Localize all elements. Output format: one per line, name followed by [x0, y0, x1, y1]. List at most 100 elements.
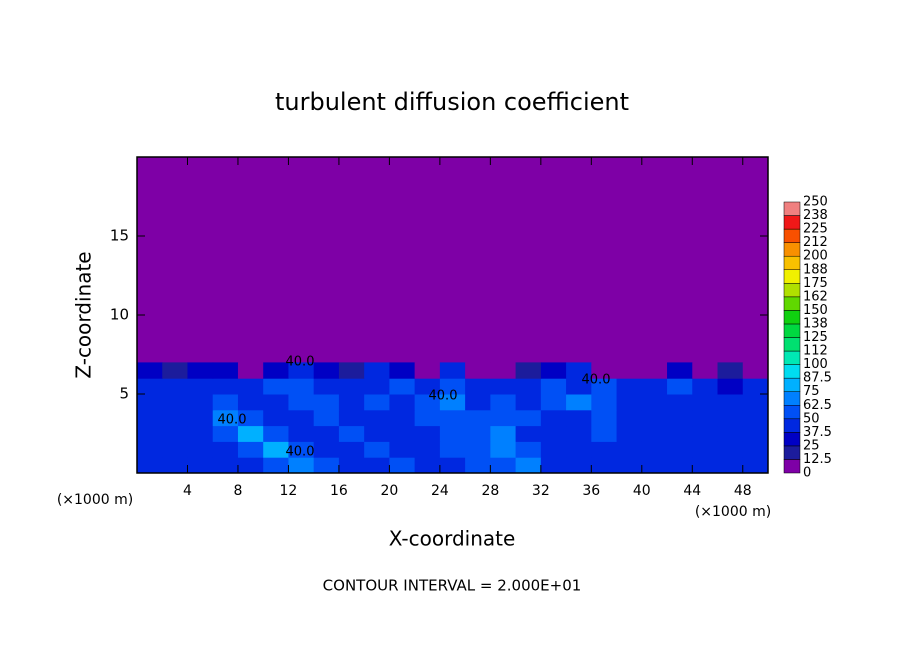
heat-cell	[439, 409, 466, 427]
heat-cell	[641, 409, 668, 427]
heat-cell	[187, 441, 214, 458]
heat-cell	[667, 378, 693, 395]
x-tick-label: 12	[280, 483, 298, 499]
heat-cell	[439, 378, 466, 395]
heat-cell	[515, 362, 542, 379]
heat-cell	[389, 362, 416, 379]
colorbar-label: 250	[803, 195, 828, 210]
heat-cell	[364, 394, 390, 411]
heat-cell	[313, 378, 340, 395]
heat-cell	[641, 394, 668, 411]
heat-cell	[187, 457, 214, 474]
heat-cell	[414, 409, 441, 427]
heat-cell	[137, 409, 163, 427]
heat-cell	[540, 362, 567, 379]
heat-cell	[237, 394, 264, 411]
heat-cell	[389, 409, 416, 427]
heat-cell	[566, 409, 592, 427]
heat-cell	[540, 409, 567, 427]
heat-cell	[237, 362, 264, 379]
x-unit: (×1000 m)	[695, 504, 771, 520]
heat-cell	[667, 394, 693, 411]
heat-cell	[414, 394, 441, 411]
colorbar-band	[783, 269, 801, 284]
heat-cell	[591, 378, 618, 395]
x-unit: (×1000 m)	[57, 492, 133, 508]
heat-cell	[515, 409, 542, 427]
heat-cell	[313, 362, 340, 379]
colorbar-band	[783, 228, 801, 243]
colorbar-label: 0	[803, 466, 811, 481]
heat-cell	[616, 457, 643, 474]
colorbar-band	[783, 242, 801, 257]
heat-cell	[667, 409, 693, 427]
heat-cell	[364, 378, 390, 395]
colorbar-label: 212	[803, 235, 828, 250]
heat-cell	[566, 441, 592, 458]
heat-cell	[717, 441, 744, 458]
x-tick-label: 36	[582, 483, 600, 499]
chart-title: turbulent diffusion coefficient	[275, 88, 629, 116]
heat-cell	[439, 394, 466, 411]
heat-cell	[717, 409, 744, 427]
heat-cell	[364, 441, 390, 458]
heat-cell	[717, 425, 744, 442]
heat-cell	[717, 378, 744, 395]
heat-cell	[717, 394, 744, 411]
colorbar-band	[783, 323, 801, 338]
colorbar-band	[783, 405, 801, 420]
heat-cell	[288, 409, 315, 427]
heat-cell	[540, 425, 567, 442]
heat-cell	[389, 378, 416, 395]
heat-cell	[288, 457, 315, 474]
x-tick-label: 48	[734, 483, 752, 499]
heat-cell	[212, 409, 239, 427]
heat-cell	[591, 394, 618, 411]
colorbar-band	[783, 445, 801, 460]
heat-cell	[692, 394, 719, 411]
heat-cell	[465, 394, 491, 411]
heat-cell	[692, 441, 719, 458]
heat-cell	[742, 362, 769, 379]
heat-cell	[591, 441, 618, 458]
heat-cell	[212, 378, 239, 395]
heat-cell	[187, 394, 214, 411]
heat-cell	[414, 425, 441, 442]
heat-cell	[414, 362, 441, 379]
heat-cell	[566, 378, 592, 395]
colorbar-label: 125	[803, 330, 828, 345]
heat-cell	[414, 441, 441, 458]
heat-cell	[212, 425, 239, 442]
heat-cell	[313, 441, 340, 458]
heat-cell	[742, 394, 769, 411]
heat-cell	[465, 362, 491, 379]
contour-label: 40.0	[286, 355, 315, 370]
heat-cell	[414, 378, 441, 395]
colorbar-band	[783, 283, 801, 298]
heat-cell	[641, 441, 668, 458]
colorbar-band	[783, 337, 801, 352]
heat-cell	[137, 378, 163, 395]
footer: CONTOUR INTERVAL = 2.000E+01	[323, 577, 582, 595]
colorbar-band	[783, 255, 801, 271]
heat-cell	[692, 362, 719, 379]
heat-cell	[742, 441, 769, 458]
heat-cell	[212, 441, 239, 458]
heat-cell	[389, 425, 416, 442]
heat-cell	[137, 457, 163, 474]
colorbar-label: 225	[803, 222, 828, 237]
heat-cell	[465, 441, 491, 458]
heat-cell	[742, 378, 769, 395]
colorbar-band	[783, 377, 801, 392]
heat-cell	[742, 425, 769, 442]
heat-cell	[389, 457, 416, 474]
heat-cell	[717, 457, 744, 474]
heat-cell	[465, 409, 491, 427]
contour-label: 40.0	[429, 389, 458, 404]
colorbar-label: 138	[803, 316, 828, 331]
heat-cell	[288, 362, 315, 379]
x-tick-label: 44	[683, 483, 701, 499]
heat-cell	[237, 378, 264, 395]
heat-cell	[338, 362, 365, 379]
